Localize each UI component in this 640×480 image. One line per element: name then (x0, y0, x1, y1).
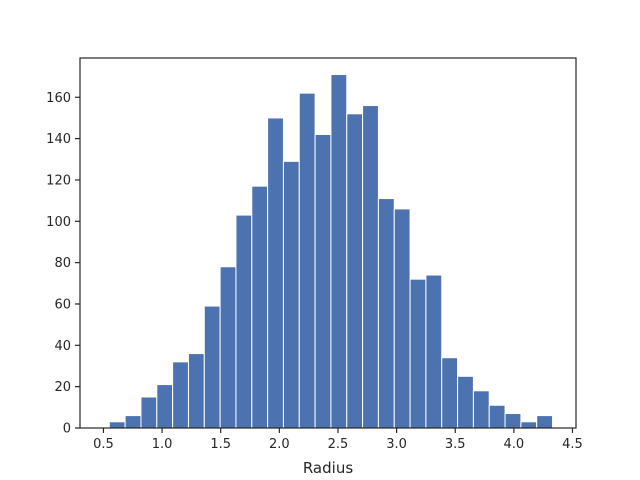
histogram-bar (346, 113, 364, 429)
histogram-bar (203, 305, 221, 429)
histogram-bar (124, 415, 142, 429)
y-axis-ticks: 0 20 40 60 80 100 120 140 160 (46, 91, 80, 437)
histogram-bar (140, 396, 158, 429)
y-tick-label: 160 (46, 91, 71, 106)
histogram-bar (282, 160, 300, 429)
histogram-bar (362, 105, 379, 429)
histogram-bar (504, 413, 522, 429)
x-tick-label: 3.5 (445, 437, 466, 452)
x-tick-label: 0.5 (93, 437, 114, 452)
histogram-bar (377, 198, 395, 429)
histogram-bar (108, 421, 126, 429)
x-tick-label: 4.0 (504, 437, 525, 452)
x-tick-label: 2.5 (328, 437, 349, 452)
histogram-bar (251, 185, 269, 429)
plot-frame (79, 57, 577, 429)
histogram-bar (409, 278, 427, 429)
y-tick-label: 0 (63, 422, 71, 437)
histogram-bar (536, 415, 554, 429)
histogram-bar (219, 266, 237, 429)
x-tick-label: 3.0 (386, 437, 407, 452)
y-tick-label: 100 (46, 215, 71, 230)
x-tick-label: 4.5 (562, 437, 583, 452)
histogram-bar (425, 274, 443, 429)
histogram-bar (267, 117, 284, 429)
y-tick-label: 40 (54, 339, 71, 354)
x-tick-label: 2.0 (269, 437, 290, 452)
y-tick-label: 120 (46, 173, 71, 188)
histogram-bar (298, 92, 316, 429)
histogram-bar (393, 208, 411, 429)
histogram-bar (187, 353, 205, 429)
x-axis-ticks: 0.5 1.0 1.5 2.0 2.5 3.0 3.5 4.0 4.5 (93, 428, 583, 452)
x-tick-label: 1.0 (152, 437, 173, 452)
histogram-bar (520, 421, 538, 429)
histogram-bars (108, 74, 554, 429)
histogram-bar (472, 390, 490, 429)
y-tick-label: 140 (46, 132, 71, 147)
histogram-bar (235, 214, 253, 429)
histogram-bar (314, 133, 332, 429)
histogram-bar (172, 361, 189, 429)
x-axis-label: Radius (303, 459, 353, 477)
y-tick-label: 80 (54, 256, 71, 271)
histogram-bar (457, 375, 474, 429)
y-tick-label: 60 (54, 297, 71, 312)
histogram-bar (330, 74, 348, 429)
y-tick-label: 20 (54, 380, 71, 395)
histogram-bar (488, 404, 506, 429)
histogram-bar (441, 357, 459, 429)
x-tick-label: 1.5 (210, 437, 231, 452)
histogram-bar (156, 384, 174, 429)
